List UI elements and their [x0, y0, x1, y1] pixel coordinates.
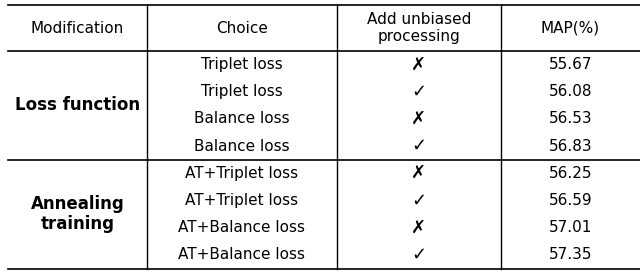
Text: ✗: ✗ — [412, 55, 426, 73]
Text: ✗: ✗ — [412, 164, 426, 182]
Text: MAP(%): MAP(%) — [541, 21, 600, 36]
Text: 56.08: 56.08 — [548, 84, 592, 99]
Text: ✓: ✓ — [412, 83, 426, 101]
Text: 56.83: 56.83 — [548, 139, 592, 153]
Text: Triplet loss: Triplet loss — [201, 57, 283, 72]
Text: 56.53: 56.53 — [548, 111, 592, 126]
Text: 57.01: 57.01 — [548, 220, 592, 235]
Text: 56.25: 56.25 — [548, 166, 592, 181]
Text: AT+Triplet loss: AT+Triplet loss — [185, 166, 298, 181]
Text: ✓: ✓ — [412, 192, 426, 210]
Text: Choice: Choice — [216, 21, 268, 36]
Text: ✓: ✓ — [412, 137, 426, 155]
Text: ✗: ✗ — [412, 219, 426, 237]
Text: Annealing
training: Annealing training — [31, 195, 124, 233]
Text: Modification: Modification — [31, 21, 124, 36]
Text: AT+Triplet loss: AT+Triplet loss — [185, 193, 298, 208]
Text: 55.67: 55.67 — [548, 57, 592, 72]
Text: Balance loss: Balance loss — [194, 111, 290, 126]
Text: Triplet loss: Triplet loss — [201, 84, 283, 99]
Text: AT+Balance loss: AT+Balance loss — [179, 247, 305, 262]
Text: ✓: ✓ — [412, 246, 426, 264]
Text: 57.35: 57.35 — [548, 247, 592, 262]
Text: AT+Balance loss: AT+Balance loss — [179, 220, 305, 235]
Text: ✗: ✗ — [412, 110, 426, 128]
Text: Loss function: Loss function — [15, 96, 140, 114]
Text: 56.59: 56.59 — [548, 193, 592, 208]
Text: Balance loss: Balance loss — [194, 139, 290, 153]
Text: Add unbiased
processing: Add unbiased processing — [367, 12, 471, 44]
